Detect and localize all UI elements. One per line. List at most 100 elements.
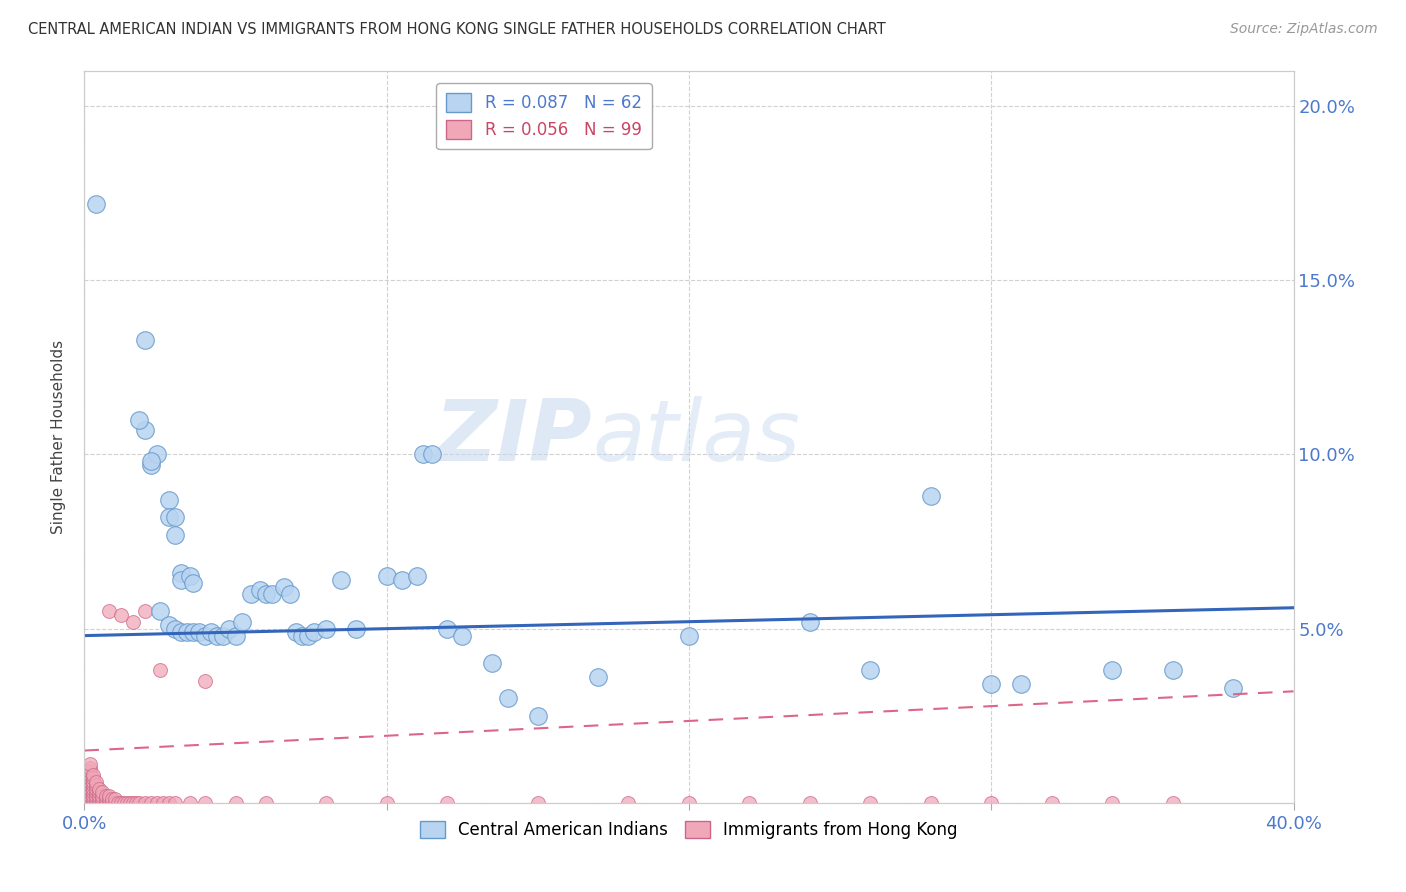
Point — [76, 785, 98, 799]
Point — [89, 789, 111, 803]
Point — [89, 785, 111, 799]
Point — [157, 510, 180, 524]
Point — [134, 604, 156, 618]
Point — [194, 629, 217, 643]
Point — [73, 792, 96, 806]
Point — [1040, 796, 1063, 810]
Point — [152, 796, 174, 810]
Point — [254, 587, 277, 601]
Point — [79, 768, 101, 782]
Point — [157, 492, 180, 507]
Point — [79, 778, 101, 792]
Point — [86, 775, 108, 789]
Point — [420, 448, 443, 462]
Point — [165, 510, 187, 524]
Point — [678, 796, 700, 810]
Point — [1011, 677, 1033, 691]
Point — [97, 604, 120, 618]
Point — [76, 792, 98, 806]
Point — [107, 796, 129, 810]
Point — [86, 781, 108, 796]
Point — [121, 615, 143, 629]
Point — [291, 629, 314, 643]
Point — [94, 796, 117, 810]
Text: atlas: atlas — [592, 395, 800, 479]
Point — [346, 622, 368, 636]
Point — [330, 573, 353, 587]
Point — [76, 764, 98, 779]
Point — [254, 796, 277, 810]
Point — [79, 764, 101, 779]
Legend: Central American Indians, Immigrants from Hong Kong: Central American Indians, Immigrants fro… — [413, 814, 965, 846]
Point — [79, 792, 101, 806]
Point — [165, 622, 187, 636]
Point — [139, 458, 162, 472]
Point — [285, 625, 308, 640]
Point — [112, 796, 135, 810]
Point — [179, 796, 201, 810]
Point — [79, 781, 101, 796]
Point — [76, 778, 98, 792]
Point — [110, 607, 132, 622]
Point — [73, 796, 96, 810]
Point — [188, 625, 211, 640]
Point — [97, 792, 120, 806]
Point — [91, 785, 114, 799]
Point — [86, 196, 108, 211]
Point — [278, 587, 301, 601]
Point — [436, 622, 458, 636]
Point — [79, 796, 101, 810]
Point — [128, 412, 150, 426]
Point — [375, 796, 398, 810]
Y-axis label: Single Father Households: Single Father Households — [51, 340, 66, 534]
Point — [100, 796, 122, 810]
Point — [678, 629, 700, 643]
Point — [980, 677, 1002, 691]
Point — [79, 789, 101, 803]
Point — [149, 604, 172, 618]
Point — [82, 772, 104, 786]
Point — [375, 569, 398, 583]
Point — [170, 625, 193, 640]
Point — [76, 768, 98, 782]
Point — [218, 622, 240, 636]
Point — [194, 673, 217, 688]
Point — [406, 569, 429, 583]
Point — [97, 796, 120, 810]
Point — [79, 757, 101, 772]
Point — [391, 573, 413, 587]
Point — [82, 778, 104, 792]
Point — [1101, 664, 1123, 678]
Point — [89, 796, 111, 810]
Point — [91, 792, 114, 806]
Point — [260, 587, 283, 601]
Point — [738, 796, 761, 810]
Point — [82, 789, 104, 803]
Point — [179, 569, 201, 583]
Point — [104, 792, 127, 806]
Point — [527, 708, 550, 723]
Point — [859, 796, 882, 810]
Point — [82, 768, 104, 782]
Point — [86, 785, 108, 799]
Point — [125, 796, 148, 810]
Point — [79, 785, 101, 799]
Point — [194, 796, 217, 810]
Point — [76, 781, 98, 796]
Point — [86, 778, 108, 792]
Point — [588, 670, 610, 684]
Point — [86, 796, 108, 810]
Point — [799, 796, 821, 810]
Point — [170, 573, 193, 587]
Point — [146, 448, 169, 462]
Point — [79, 761, 101, 775]
Point — [249, 583, 271, 598]
Point — [134, 796, 156, 810]
Point — [1101, 796, 1123, 810]
Point — [436, 796, 458, 810]
Point — [76, 775, 98, 789]
Point — [89, 781, 111, 796]
Point — [200, 625, 222, 640]
Point — [139, 796, 162, 810]
Point — [165, 527, 187, 541]
